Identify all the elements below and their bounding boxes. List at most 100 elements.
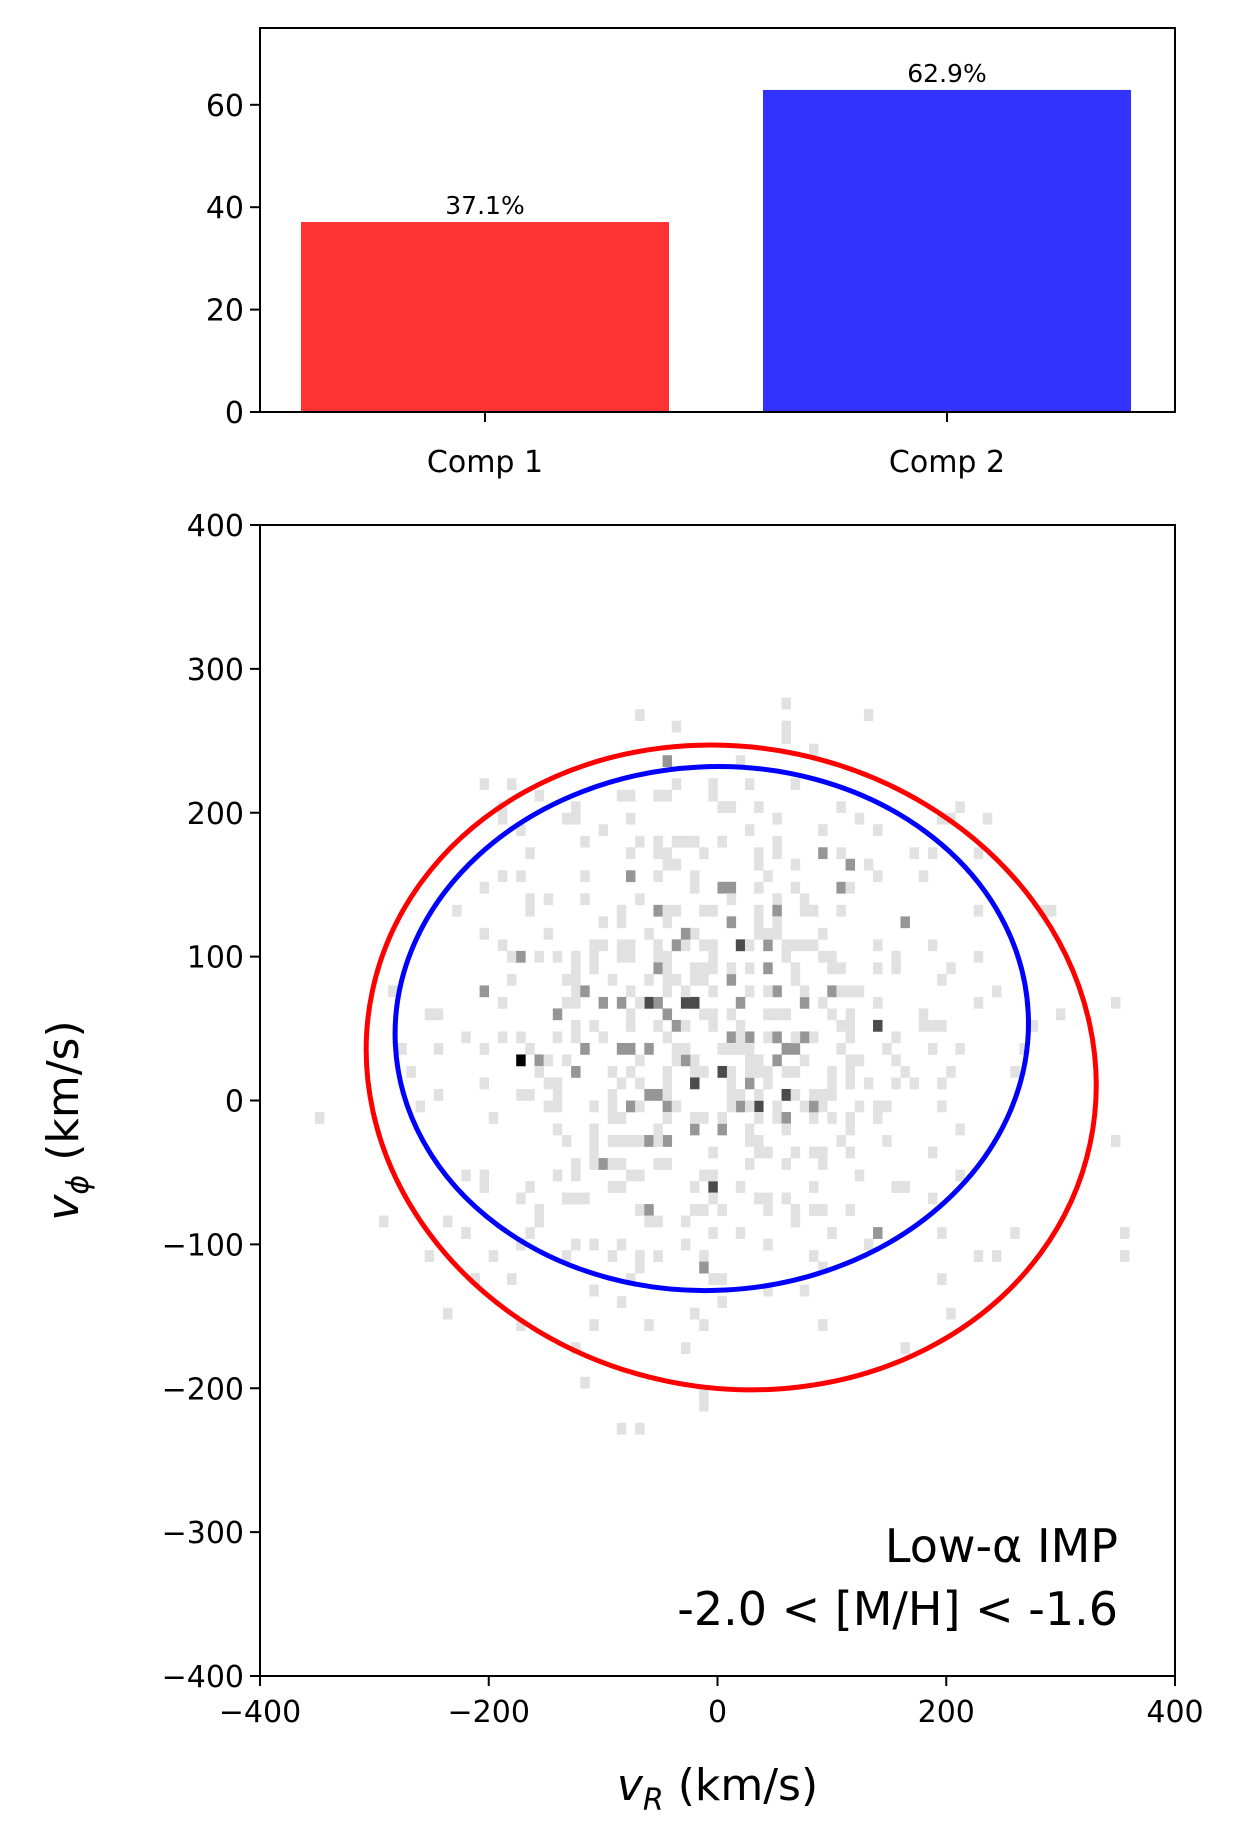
histogram-cell xyxy=(708,1181,718,1193)
histogram-cell xyxy=(754,1100,764,1113)
histogram-cell xyxy=(680,1342,691,1355)
histogram-cell xyxy=(891,962,901,975)
histogram-cell xyxy=(571,950,581,963)
bar-y-tick-label: 40 xyxy=(206,191,244,226)
histogram-cell xyxy=(699,1388,709,1401)
histogram-cell xyxy=(726,962,737,975)
histogram-cell xyxy=(662,755,673,768)
histogram-cell xyxy=(452,904,462,917)
histogram-cell xyxy=(488,1112,499,1124)
histogram-cell xyxy=(754,1054,764,1067)
histogram-cell xyxy=(735,1100,746,1113)
histogram-cell xyxy=(690,973,700,986)
x-axis-label: vR (km/s) xyxy=(617,1760,818,1818)
histogram-cell xyxy=(891,1054,901,1067)
histogram-cell xyxy=(754,1112,764,1124)
histogram-cell xyxy=(516,1031,526,1044)
histogram-cell xyxy=(809,1146,819,1159)
histogram-cell xyxy=(653,1019,663,1032)
y-axis-label: vϕ (km/s) xyxy=(38,1020,96,1220)
histogram-cell xyxy=(781,1008,791,1021)
histogram-cell xyxy=(927,1019,938,1032)
histogram-cell xyxy=(690,835,700,848)
histogram-cell xyxy=(781,1088,791,1101)
histogram-cell xyxy=(708,1019,718,1032)
histogram-cell xyxy=(772,985,782,998)
histogram-cell xyxy=(699,1065,709,1078)
histogram-y-tick-label: 400 xyxy=(187,509,244,544)
histogram-cell xyxy=(616,1135,627,1147)
histogram-cell xyxy=(836,985,846,998)
histogram-cell xyxy=(726,801,737,814)
histogram-cell xyxy=(927,939,938,952)
histogram-cell xyxy=(818,1100,828,1113)
histogram-cell xyxy=(818,1261,828,1274)
histogram-cell xyxy=(717,1296,727,1308)
histogram-cell xyxy=(571,1238,581,1251)
histogram-cell xyxy=(699,1399,709,1412)
histogram-cell xyxy=(415,1100,425,1113)
histogram-cell xyxy=(571,812,581,825)
histogram-cell xyxy=(754,847,764,860)
histogram-cell xyxy=(699,1319,709,1331)
histogram-cell xyxy=(635,1100,645,1113)
histogram-cell xyxy=(552,1008,563,1021)
histogram-cell xyxy=(717,801,727,814)
histogram-cell xyxy=(653,1250,663,1262)
histogram-cell xyxy=(571,1342,581,1355)
histogram-cell xyxy=(690,1123,700,1136)
histogram-cell xyxy=(937,1273,947,1285)
histogram-cell xyxy=(580,893,590,906)
histogram-cell xyxy=(1046,904,1057,917)
bar-y-tick-label: 60 xyxy=(206,89,244,124)
histogram-cell xyxy=(754,1088,764,1101)
histogram-cell xyxy=(534,1215,544,1228)
histogram-cell xyxy=(781,732,791,744)
histogram-cell xyxy=(744,1123,755,1136)
histogram-cell xyxy=(626,847,636,860)
bar-x-tick-label-comp-1: Comp 1 xyxy=(427,445,543,480)
histogram-cell xyxy=(635,1054,645,1067)
histogram-cell xyxy=(836,847,846,860)
histogram-cell xyxy=(744,1100,755,1113)
histogram-cell xyxy=(635,1135,645,1147)
histogram-cell xyxy=(433,1008,444,1021)
histogram-cell xyxy=(607,1112,618,1124)
histogram-cell xyxy=(744,1031,755,1044)
histogram-cell xyxy=(653,950,663,963)
histogram-cell xyxy=(635,709,645,721)
histogram-cell xyxy=(571,1065,581,1078)
histogram-cell xyxy=(873,1227,883,1239)
histogram-cell xyxy=(479,1169,490,1182)
histogram-cell xyxy=(900,916,910,929)
histogram-cell xyxy=(863,858,874,871)
histogram-cell xyxy=(873,1100,883,1113)
histogram-cell xyxy=(424,1250,435,1262)
velocity-histogram-panel: −400 −200 0 200 400 −400 −300 −200 −100 0 100 200 3… xyxy=(38,509,1204,1818)
histogram-cell xyxy=(680,1042,691,1055)
histogram-cell xyxy=(653,996,663,1009)
histogram-cell xyxy=(717,1065,727,1078)
histogram-cell xyxy=(708,1146,718,1159)
histogram-cell xyxy=(552,1077,563,1090)
histogram-cell xyxy=(561,1192,572,1205)
histogram-cell xyxy=(589,962,599,975)
histogram-cell xyxy=(626,789,636,802)
histogram-cell xyxy=(580,1376,590,1389)
histogram-cell xyxy=(543,1054,554,1067)
histogram-cell xyxy=(653,1215,663,1228)
histogram-cell xyxy=(397,1042,407,1055)
histogram-cell xyxy=(827,1065,837,1078)
histogram-cell xyxy=(552,1088,563,1101)
histogram-cell xyxy=(479,1181,490,1193)
histogram-cell xyxy=(644,1204,654,1216)
histogram-cell xyxy=(616,1181,627,1193)
histogram-cell xyxy=(626,1100,636,1113)
histogram-cell xyxy=(479,1042,490,1055)
histogram-cell xyxy=(845,1146,856,1159)
histogram-cell xyxy=(598,916,608,929)
bar-y-tick-label: 0 xyxy=(225,396,244,431)
histogram-cell xyxy=(955,1169,965,1182)
histogram-cell xyxy=(772,1031,782,1044)
